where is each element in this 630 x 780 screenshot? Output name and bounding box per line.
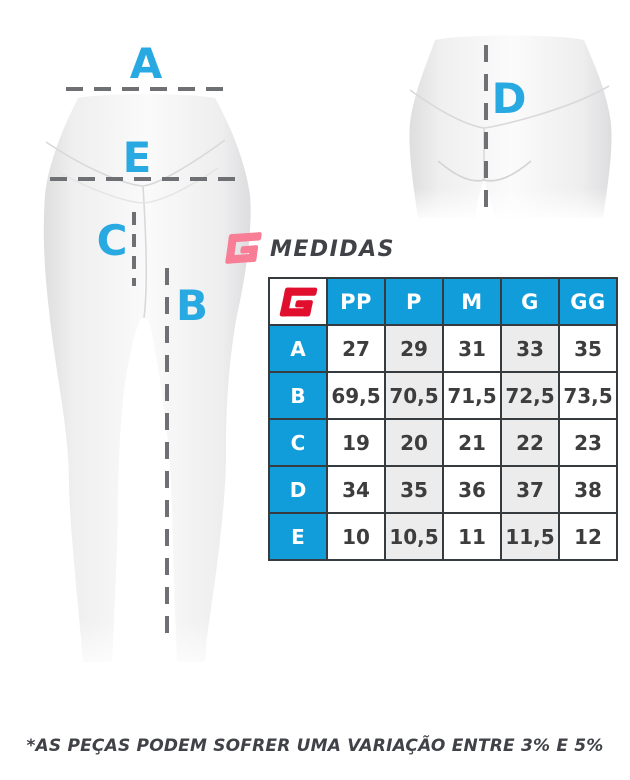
measure-value-cell: 10,5: [384, 512, 444, 561]
measure-label-a: A: [129, 39, 163, 88]
table-row: B 69,5 70,5 71,5 72,5 73,5: [268, 371, 618, 420]
measure-value-cell: 35: [558, 324, 618, 373]
measure-label-c: C: [96, 216, 128, 265]
measure-row-label: C: [268, 418, 328, 467]
measure-label-b: B: [175, 281, 209, 330]
measure-value-cell: 36: [442, 465, 502, 514]
measure-value-cell: 29: [384, 324, 444, 373]
measure-value-cell: 34: [326, 465, 386, 514]
measure-value-cell: 33: [500, 324, 560, 373]
leggings-back-view: [403, 28, 618, 223]
measure-value-cell: 21: [442, 418, 502, 467]
measure-value-cell: 37: [500, 465, 560, 514]
table-row: C 19 20 21 22 23: [268, 418, 618, 467]
measure-value-cell: 10: [326, 512, 386, 561]
measure-value-cell: 70,5: [384, 371, 444, 420]
measure-value-cell: 20: [384, 418, 444, 467]
measure-value-cell: 31: [442, 324, 502, 373]
measure-label-e: E: [122, 133, 152, 182]
measure-value-cell: 19: [326, 418, 386, 467]
table-row: A 27 29 31 33 35: [268, 324, 618, 373]
measure-value-cell: 12: [558, 512, 618, 561]
measure-value-cell: 73,5: [558, 371, 618, 420]
leggings-front-illustration: [43, 94, 251, 680]
table-row: E 10 10,5 11 11,5 12: [268, 512, 618, 561]
measure-value-cell: 71,5: [442, 371, 502, 420]
table-row: D 34 35 36 37 38: [268, 465, 618, 514]
brand-logo-icon: [279, 287, 318, 316]
measure-value-cell: 23: [558, 418, 618, 467]
size-col-header: GG: [558, 277, 618, 326]
measure-value-cell: 22: [500, 418, 560, 467]
measure-line-b: [165, 268, 169, 638]
measure-value-cell: 27: [326, 324, 386, 373]
size-col-header: PP: [326, 277, 386, 326]
measure-value-cell: 11: [442, 512, 502, 561]
measure-line-e: [50, 177, 238, 181]
measure-value-cell: 35: [384, 465, 444, 514]
measure-value-cell: 69,5: [326, 371, 386, 420]
measure-label-d: D: [491, 74, 527, 123]
size-col-header: M: [442, 277, 502, 326]
measure-value-cell: 72,5: [500, 371, 560, 420]
leggings-back-illustration: [403, 35, 618, 223]
measure-row-label: B: [268, 371, 328, 420]
table-header-row: PP P M G GG: [268, 277, 618, 326]
measure-line-a: [66, 87, 223, 91]
variation-footnote: *AS PEÇAS PODEM SOFRER UMA VARIAÇÃO ENTR…: [26, 736, 604, 756]
measure-row-label: E: [268, 512, 328, 561]
table-logo-cell: [268, 277, 328, 326]
measurements-table: PP P M G GG A 27 29 31 33 35 B 69,5 70,5…: [268, 277, 618, 561]
size-col-header: G: [500, 277, 560, 326]
section-title: MEDIDAS: [270, 237, 396, 262]
measure-line-d: [484, 45, 488, 207]
measure-value-cell: 11,5: [500, 512, 560, 561]
measure-line-c: [132, 212, 136, 286]
leggings-front-view: [25, 90, 262, 680]
measure-row-label: A: [268, 324, 328, 373]
measure-row-label: D: [268, 465, 328, 514]
size-col-header: P: [384, 277, 444, 326]
leg-brand-logo-icon: [225, 232, 262, 264]
measure-value-cell: 38: [558, 465, 618, 514]
